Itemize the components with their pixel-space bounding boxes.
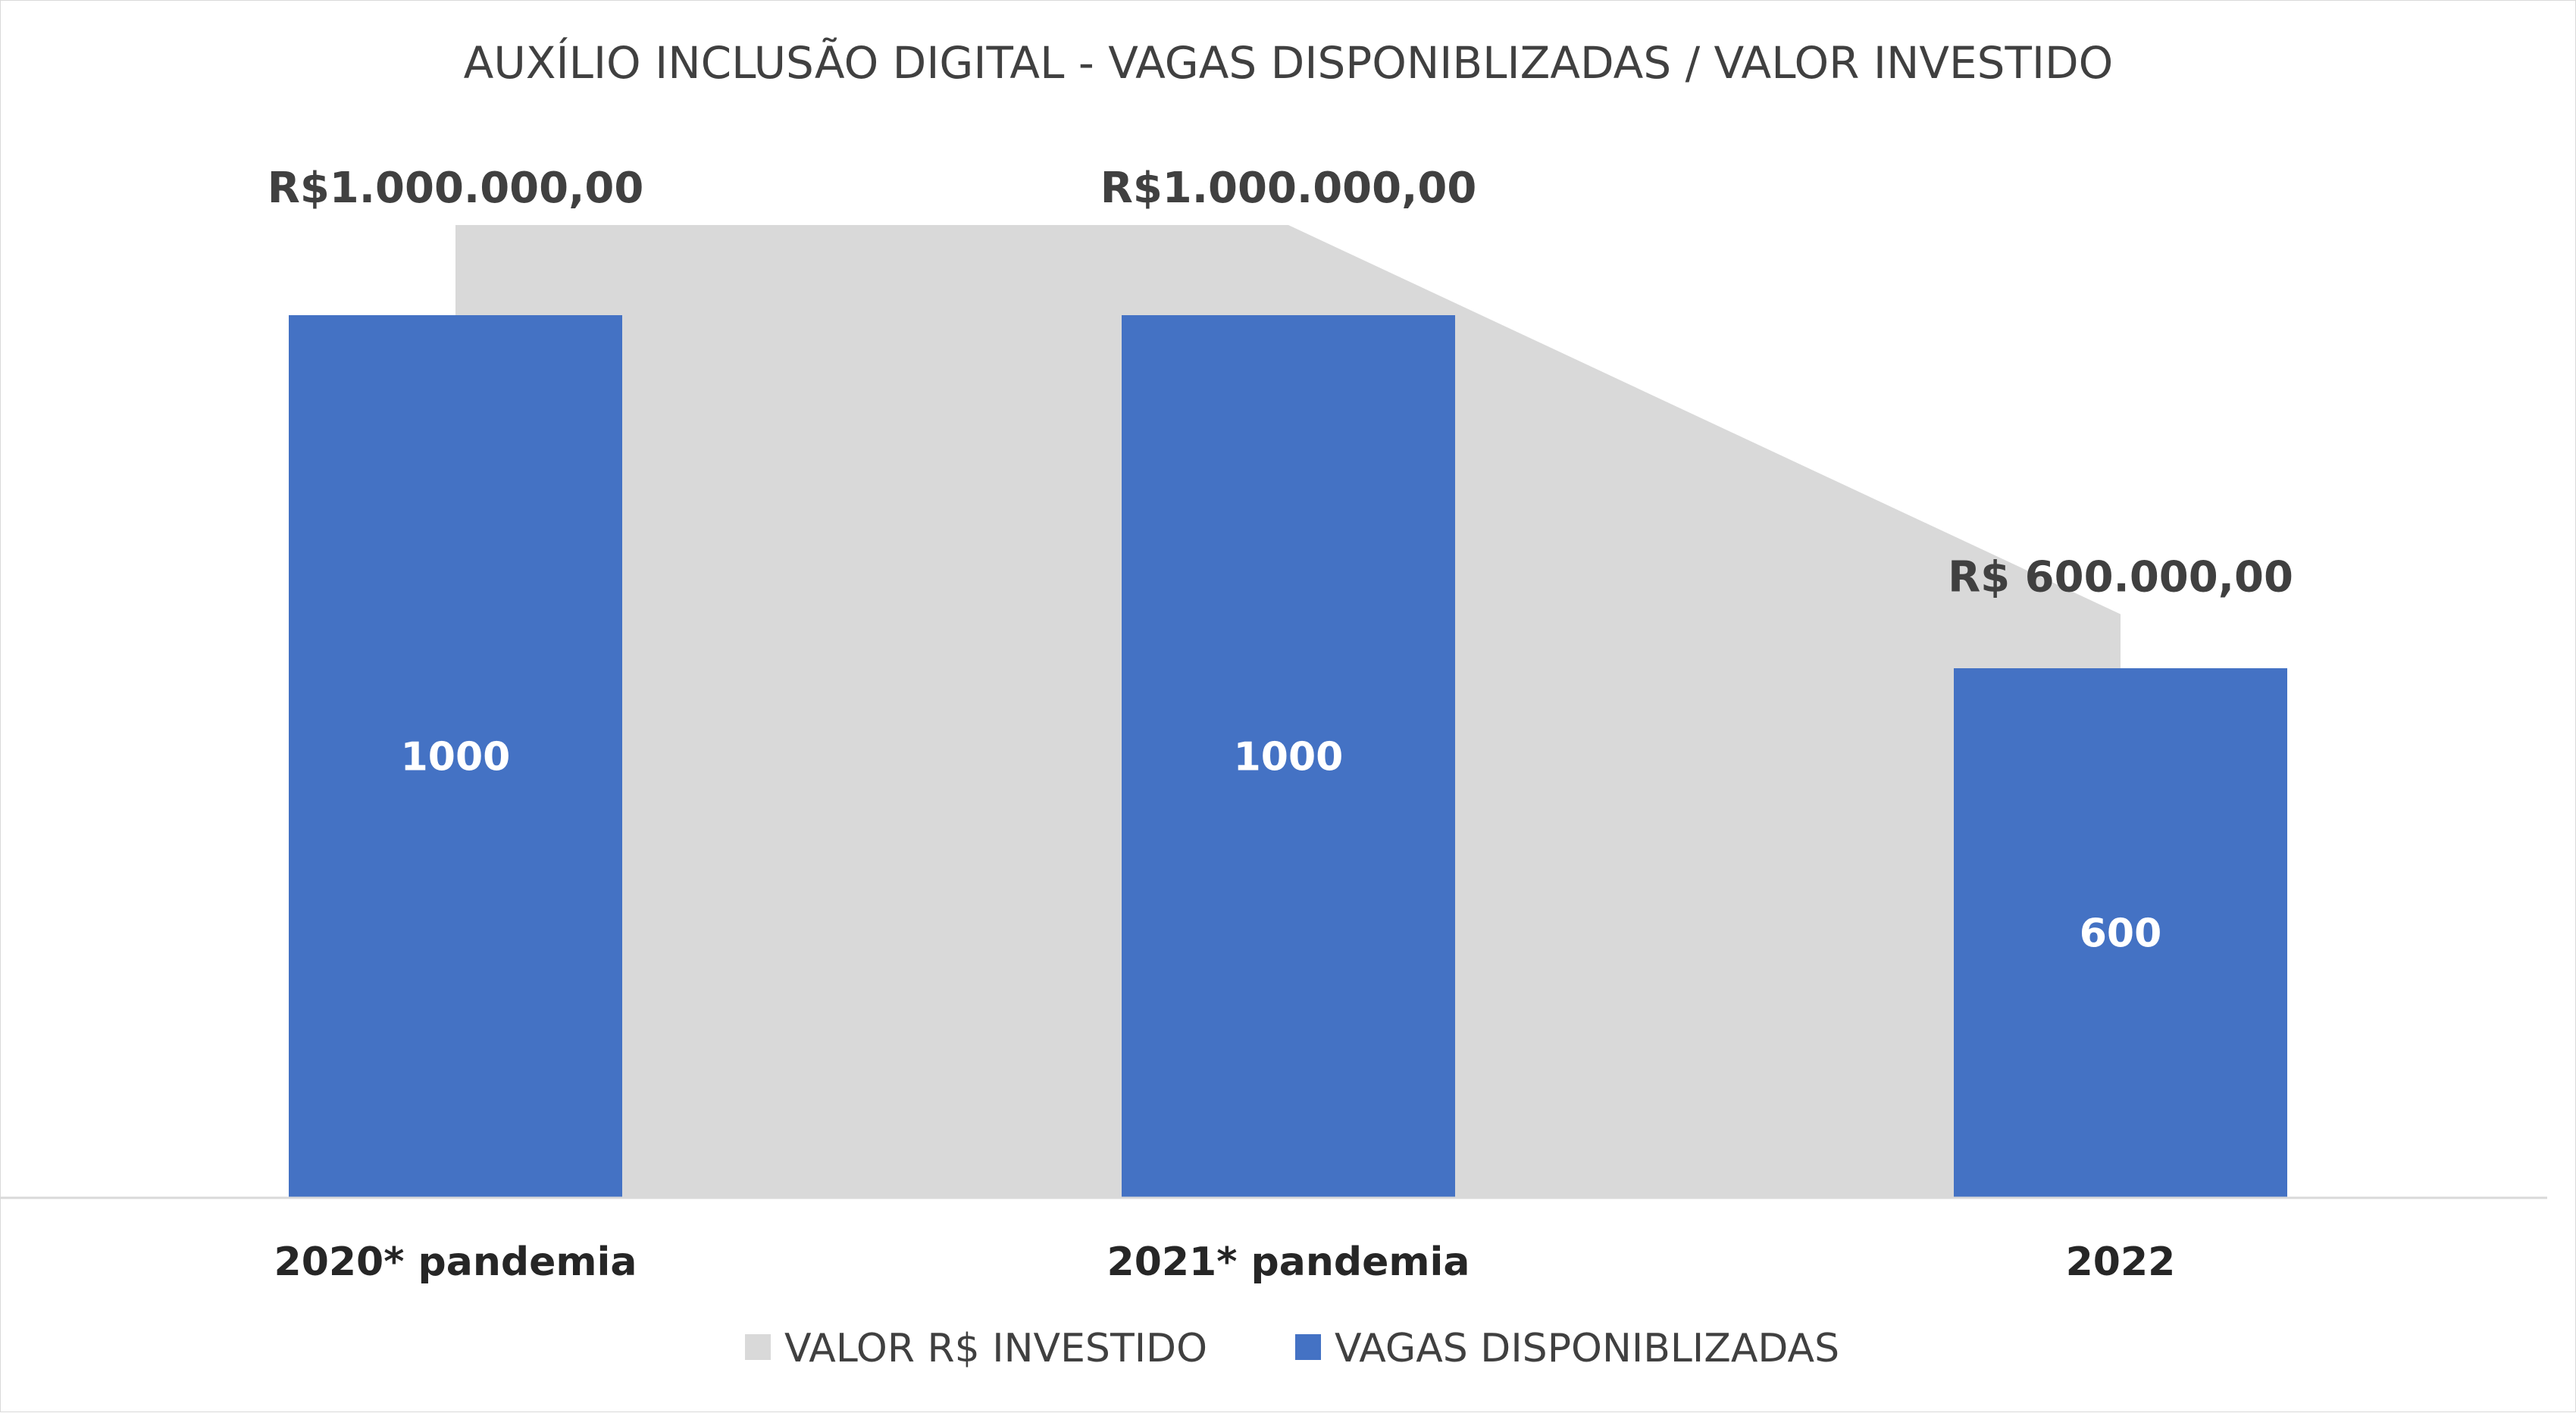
bar-data-label-2: 600 xyxy=(2080,911,2162,957)
chart-title: AUXÍLIO INCLUSÃO DIGITAL - VAGAS DISPONI… xyxy=(464,36,2114,89)
legend-layer: VALOR R$ INVESTIDO VAGAS DISPONIBLIZADAS xyxy=(745,1326,1839,1371)
area-data-label-0: R$1.000.000,00 xyxy=(268,164,644,213)
legend-valor-investido-swatch xyxy=(745,1334,771,1360)
bar-vagas-1 xyxy=(1122,315,1455,1198)
bar-layer xyxy=(289,315,2287,1198)
category-label-2: 2022 xyxy=(2066,1240,2176,1285)
bar-data-label-1: 1000 xyxy=(1234,735,1344,780)
legend-vagas-disponiblizadas-text: VAGAS DISPONIBLIZADAS xyxy=(1335,1326,1839,1371)
legend-valor-investido: VALOR R$ INVESTIDO xyxy=(745,1326,1207,1371)
area-data-label-2: R$ 600.000,00 xyxy=(1948,553,2293,602)
bar-vagas-0 xyxy=(289,315,622,1198)
category-layer: 2020* pandemia 2021* pandemia 2022 xyxy=(274,1240,2176,1285)
category-label-0: 2020* pandemia xyxy=(274,1240,637,1285)
category-label-1: 2021* pandemia xyxy=(1107,1240,1470,1285)
area-data-label-1: R$1.000.000,00 xyxy=(1100,164,1477,213)
legend-vagas-disponiblizadas: VAGAS DISPONIBLIZADAS xyxy=(1295,1326,1839,1371)
bar-vagas-2 xyxy=(1954,668,2287,1198)
label-layer: 1000 1000 600 R$1.000.000,00 R$1.000.000,00 R… xyxy=(268,164,2293,957)
legend-valor-investido-text: VALOR R$ INVESTIDO xyxy=(784,1326,1207,1371)
bar-data-label-0: 1000 xyxy=(401,735,511,780)
legend-vagas-disponiblizadas-swatch xyxy=(1295,1334,1321,1360)
